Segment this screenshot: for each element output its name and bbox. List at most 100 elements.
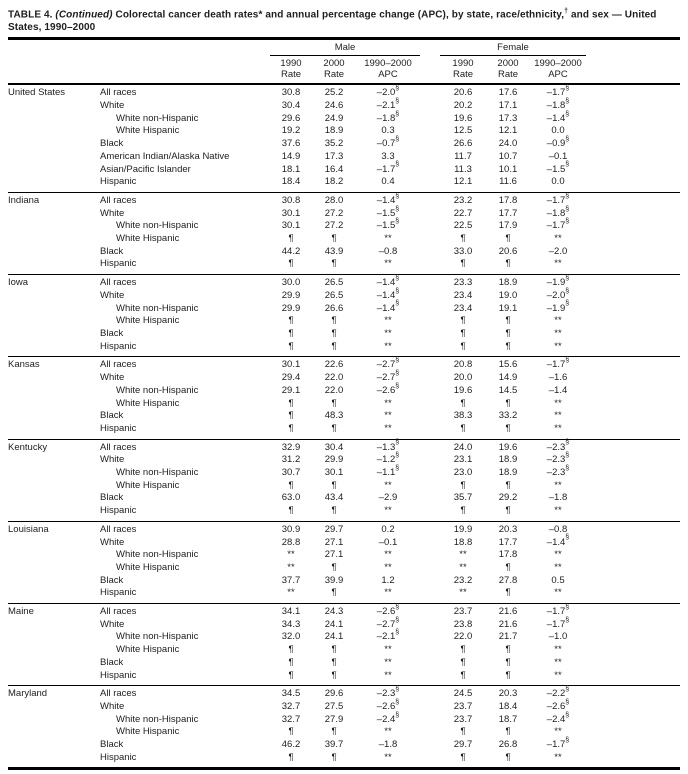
value-cell: 22.6 xyxy=(324,359,344,371)
value-cell: –1.8§ xyxy=(546,97,570,112)
table-row: White Hispanic ** ¶ ** ** ¶ ** xyxy=(8,562,680,575)
value-cell: ¶ xyxy=(505,327,511,339)
race-cell: Hispanic xyxy=(100,587,137,599)
value-cell: 43.4 xyxy=(324,492,344,504)
value-cell: ¶ xyxy=(505,397,511,409)
table-row: Hispanic ¶ ¶ ** ¶ ¶ ** xyxy=(8,341,680,354)
value-cell: ** xyxy=(384,726,392,738)
group-header-row: Male Female xyxy=(8,40,680,57)
value-cell: 37.6 xyxy=(281,138,301,150)
state-section-louisiana: Louisiana All races 30.9 29.7 0.2 19.9 2… xyxy=(8,522,680,605)
title-continued: (Continued) xyxy=(55,9,113,21)
value-cell: ¶ xyxy=(460,505,466,517)
value-cell: 29.7 xyxy=(324,523,344,535)
value-cell: 30.7 xyxy=(281,467,301,479)
value-cell: –1.7§ xyxy=(546,85,570,99)
value-cell: 29.9 xyxy=(324,454,344,466)
value-cell: –1.4§ xyxy=(376,192,400,206)
value-cell: ¶ xyxy=(331,340,337,352)
value-cell: 18.1 xyxy=(281,163,301,175)
value-cell: 39.7 xyxy=(324,739,344,751)
value-cell: ** xyxy=(384,549,392,561)
value-cell: 19.6 xyxy=(453,384,473,396)
table-title: TABLE 4. (Continued) Colorectal cancer d… xyxy=(8,5,680,34)
value-cell: ** xyxy=(554,561,562,573)
value-cell: 21.6 xyxy=(498,618,518,630)
value-cell: 0.0 xyxy=(551,125,565,137)
value-cell: 23.4 xyxy=(453,302,473,314)
table-row: Maryland All races 34.5 29.6 –2.3§ 24.5 … xyxy=(8,686,680,701)
value-cell: ¶ xyxy=(331,726,337,738)
value-cell: 0.4 xyxy=(381,176,395,188)
value-cell: 37.7 xyxy=(281,574,301,586)
race-cell: White non-Hispanic xyxy=(116,384,199,396)
value-cell: 34.1 xyxy=(281,606,301,618)
section-sign-footnote-mark: § xyxy=(565,603,570,611)
race-cell: Black xyxy=(100,410,124,422)
value-cell: 24.1 xyxy=(324,631,344,643)
value-cell: ** xyxy=(287,587,295,599)
value-cell: ** xyxy=(384,422,392,434)
value-cell: ¶ xyxy=(460,751,466,763)
value-cell: 23.1 xyxy=(453,454,473,466)
value-cell: ** xyxy=(384,233,392,245)
value-cell: 32.7 xyxy=(281,713,301,725)
table-row: Asian/Pacific Islander 18.1 16.4 –1.7§ 1… xyxy=(8,161,680,177)
section-sign-footnote-mark: § xyxy=(395,698,400,706)
race-cell: All races xyxy=(100,606,137,618)
value-cell: –2.6§ xyxy=(376,603,400,618)
value-cell: 27.2 xyxy=(324,207,344,219)
section-sign-footnote-mark: § xyxy=(565,161,570,169)
value-cell: ¶ xyxy=(460,258,466,270)
value-cell: ¶ xyxy=(331,561,337,573)
value-cell: 22.0 xyxy=(324,384,344,396)
section-sign-footnote-mark: § xyxy=(395,287,400,295)
table-row: White 34.3 24.1 –2.7§ 23.8 21.6 –1.7§ xyxy=(8,617,680,632)
race-cell: White Hispanic xyxy=(116,644,180,656)
table-row: White non-Hispanic 32.7 27.9 –2.4§ 23.7 … xyxy=(8,712,680,727)
state-cell: Iowa xyxy=(8,277,29,289)
value-cell: ** xyxy=(459,549,467,561)
column-header-line: Rate xyxy=(452,69,474,81)
value-cell: 18.4 xyxy=(281,176,301,188)
column-header-line: Rate xyxy=(497,69,519,81)
value-cell: –0.1 xyxy=(548,150,568,162)
value-cell: 0.2 xyxy=(381,523,395,535)
column-header-male-2000: 2000 Rate xyxy=(312,58,356,80)
value-cell: ** xyxy=(554,410,562,422)
value-cell: 18.9 xyxy=(498,454,518,466)
section-sign-footnote-mark: § xyxy=(395,97,400,105)
value-cell: 38.3 xyxy=(453,410,473,422)
value-cell: ¶ xyxy=(288,669,294,681)
value-cell: ¶ xyxy=(331,422,337,434)
section-sign-footnote-mark: § xyxy=(565,357,570,365)
subheader-row: 1990 Rate 2000 Rate 1990–2000 APC 1990 R… xyxy=(8,56,680,83)
value-cell: 12.1 xyxy=(453,176,473,188)
value-cell: –0.8 xyxy=(378,245,398,257)
value-cell: 20.3 xyxy=(498,523,518,535)
value-cell: 17.9 xyxy=(498,220,518,232)
section-sign-footnote-mark: § xyxy=(395,629,400,637)
value-cell: 17.6 xyxy=(498,87,518,99)
value-cell: 30.4 xyxy=(281,100,301,112)
race-cell: Black xyxy=(100,138,124,150)
race-cell: Hispanic xyxy=(100,258,137,270)
table-row: White 32.7 27.5 –2.6§ 23.7 18.4 –2.6§ xyxy=(8,698,680,714)
value-cell: –0.8 xyxy=(548,523,568,535)
value-cell: ¶ xyxy=(505,751,511,763)
value-cell: 18.2 xyxy=(324,176,344,188)
value-cell: 24.9 xyxy=(324,112,344,124)
section-sign-footnote-mark: § xyxy=(565,534,570,542)
value-cell: ¶ xyxy=(505,479,511,491)
value-cell: 27.2 xyxy=(324,220,344,232)
value-cell: 23.2 xyxy=(453,574,473,586)
value-cell: 23.2 xyxy=(453,194,473,206)
value-cell: 19.1 xyxy=(498,302,518,314)
value-cell: 23.7 xyxy=(453,700,473,712)
column-header-male-1990: 1990 Rate xyxy=(270,58,312,80)
value-cell: ¶ xyxy=(331,397,337,409)
value-cell: 17.1 xyxy=(498,100,518,112)
table-row: White 30.4 24.6 –2.1§ 20.2 17.1 –1.8§ xyxy=(8,97,680,113)
value-cell: ** xyxy=(287,561,295,573)
value-cell: 11.3 xyxy=(454,163,472,175)
